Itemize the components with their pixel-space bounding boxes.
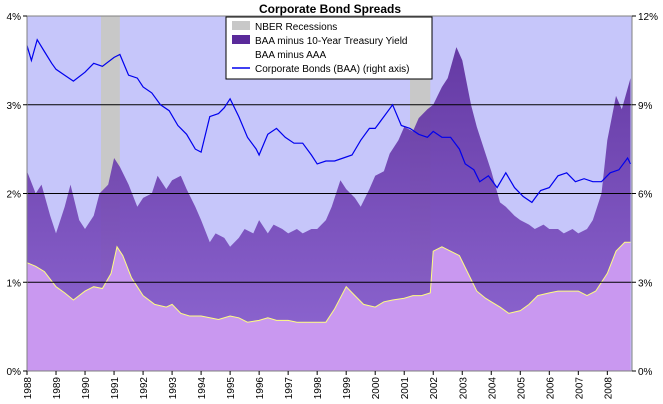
right-tick-label: 0% [638,367,653,378]
right-tick-label: 3% [638,278,653,289]
legend-swatch-baa-aaa [232,49,250,58]
baa-yield-line [26,38,632,204]
baa-aaa-area-fill [27,242,631,371]
x-tick-label: 1994 [197,377,208,400]
chart-title: Corporate Bond Spreads [259,2,401,16]
baa-minus-10y-area [27,47,631,371]
x-tick-label: 1998 [313,377,324,400]
x-tick-label: 1999 [342,377,353,400]
right-axis-ticks: 0% 3% 6% 9% 12% [632,12,658,378]
x-tick-label: 2007 [574,377,585,400]
left-tick-label: 0% [7,367,22,378]
horizontal-gridlines [27,104,632,283]
x-tick-label: 2000 [371,377,382,400]
legend-label-baa-aaa: BAA minus AAA [255,50,326,61]
legend-label-baa-line: Corporate Bonds (BAA) (right axis) [255,64,410,75]
left-tick-label: 3% [7,101,22,112]
right-tick-label: 6% [638,190,653,201]
x-tick-label: 1992 [139,377,150,400]
baa-10y-area-fill [27,47,631,371]
x-tick-label: 2002 [429,377,440,400]
x-axis-ticks: 1988 1989 1990 1991 1992 1993 1994 1995 1996 1997… [23,371,614,399]
x-tick-label: 2008 [603,377,614,400]
baa-minus-aaa-area [26,241,631,371]
legend-swatch-baa-10y [232,35,250,44]
x-tick-label: 1989 [52,377,63,400]
legend-box [225,16,433,80]
x-tick-label: 1991 [110,377,121,400]
baa-aaa-line [26,241,631,323]
x-tick-label: 1990 [81,377,92,400]
baa-line-path [26,38,632,204]
x-tick-label: 1996 [255,377,266,400]
left-tick-label: 2% [7,190,22,201]
x-tick-label: 2004 [487,377,498,400]
x-tick-label: 2006 [545,377,556,400]
x-tick-label: 2001 [400,377,411,400]
x-tick-label: 1988 [23,377,34,400]
x-tick-label: 2005 [516,377,527,400]
right-tick-label: 9% [638,101,653,112]
x-tick-label: 2003 [458,377,469,400]
left-axis-ticks: 0% 1% 2% 3% 4% [7,12,27,378]
left-tick-label: 4% [7,12,22,23]
left-tick-label: 1% [7,278,22,289]
right-tick-label: 12% [638,12,658,23]
legend-label-recession: NBER Recessions [255,22,337,33]
x-tick-label: 1993 [168,377,179,400]
legend-label-baa-10y: BAA minus 10-Year Treasury Yield [255,36,408,47]
x-tick-label: 1997 [284,377,295,400]
chart-legend: NBER Recessions BAA minus 10-Year Treasu… [225,16,433,80]
x-tick-label: 1995 [226,377,237,400]
legend-swatch-recession [232,21,250,30]
